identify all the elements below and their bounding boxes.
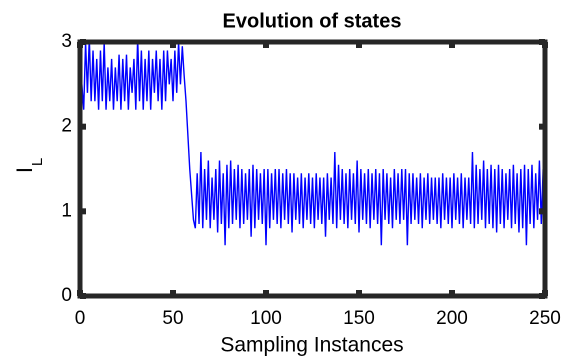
y-axis-label-subscript: L xyxy=(29,158,46,166)
x-tick-label: 100 xyxy=(250,308,282,329)
x-tick-label: 50 xyxy=(162,308,183,329)
x-tick-label: 250 xyxy=(529,308,561,329)
y-tick-label: 3 xyxy=(61,31,72,52)
x-tick-label: 0 xyxy=(75,308,86,329)
chart-title: Evolution of states xyxy=(223,10,402,32)
y-tick-label: 0 xyxy=(61,285,72,306)
y-tick-label: 1 xyxy=(61,200,72,221)
x-tick-label: 200 xyxy=(436,308,468,329)
y-axis-label-group: I L xyxy=(12,158,46,173)
data-line xyxy=(80,42,545,296)
y-axis-label: I xyxy=(12,167,37,173)
axes-box xyxy=(77,39,548,299)
y-tick-label: 2 xyxy=(61,116,72,137)
x-axis-label: Sampling Instances xyxy=(220,334,403,357)
x-tick-label: 150 xyxy=(343,308,375,329)
